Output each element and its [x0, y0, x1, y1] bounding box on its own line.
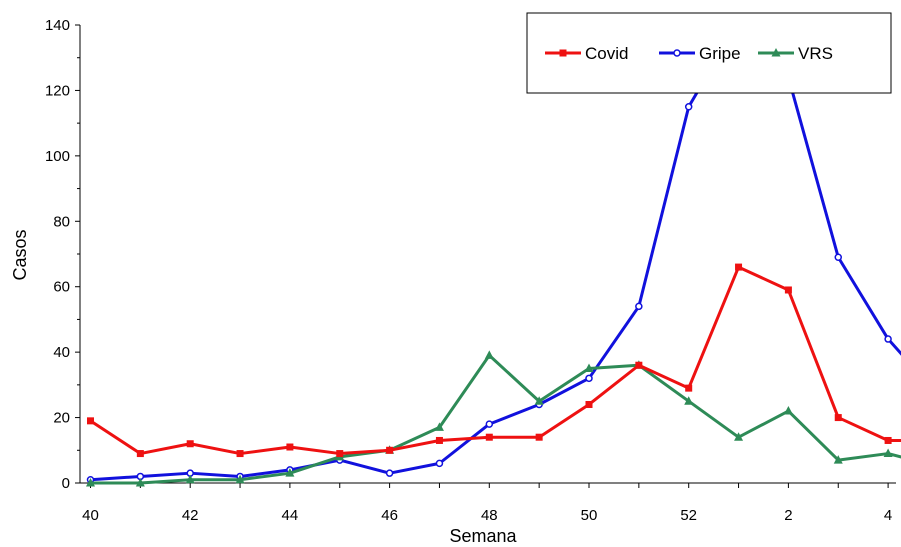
x-tick-label: 42 [182, 507, 199, 524]
data-point-gripe [684, 103, 693, 111]
series-covid [87, 263, 901, 458]
legend-marker-vrs [771, 48, 781, 57]
data-point-covid [386, 446, 394, 454]
axes [79, 25, 896, 484]
data-point-covid [735, 263, 743, 271]
series-line-vrs [90, 353, 901, 485]
x-axis-title: Semana [449, 526, 517, 546]
data-point-vrs [86, 478, 95, 487]
data-point-covid [585, 400, 593, 408]
data-point-vrs [783, 406, 793, 415]
y-tick-label: 60 [53, 279, 70, 296]
data-point-vrs [684, 396, 694, 405]
data-point-covid [336, 450, 344, 458]
x-tick-label: 4 [884, 507, 892, 524]
data-point-vrs [734, 432, 744, 441]
data-point-vrs [135, 478, 145, 487]
data-point-vrs [285, 468, 295, 477]
y-tick-label: 0 [62, 475, 70, 492]
data-point-vrs [833, 455, 843, 464]
x-tick-label: 2 [784, 507, 792, 524]
x-tick-label: 40 [82, 507, 99, 524]
x-tick-label: 48 [481, 507, 498, 524]
y-axis-title: Casos [10, 229, 30, 280]
legend-item-covid: Covid [545, 44, 628, 63]
legend-item-gripe: Gripe [659, 44, 741, 63]
data-point-gripe [834, 253, 842, 262]
x-tick-label: 52 [680, 507, 697, 524]
y-tick-label: 80 [53, 213, 70, 230]
data-point-gripe [585, 374, 593, 383]
data-point-covid [186, 440, 194, 448]
data-point-gripe [435, 459, 444, 468]
x-tick-label: 46 [381, 507, 398, 524]
data-point-covid [236, 450, 244, 458]
y-tick-label: 100 [45, 148, 70, 165]
data-point-covid [87, 417, 94, 425]
series-vrs [86, 350, 901, 487]
y-tick-label: 140 [45, 17, 70, 34]
x-tick-label: 44 [282, 507, 299, 524]
legend-label-covid: Covid [585, 44, 628, 63]
data-point-covid [635, 361, 643, 369]
data-point-covid [435, 436, 443, 444]
data-point-vrs [484, 350, 494, 359]
data-point-covid [485, 433, 493, 441]
series-line-covid [89, 265, 901, 456]
data-point-vrs [534, 396, 544, 405]
legend-label-vrs: VRS [798, 44, 833, 63]
y-tick-label: 40 [53, 344, 70, 361]
data-point-vrs [434, 422, 444, 431]
legend-marker-covid [559, 49, 567, 57]
data-point-gripe [635, 302, 643, 311]
data-point-gripe [884, 335, 892, 343]
legend-marker-gripe [673, 49, 681, 57]
data-point-vrs [584, 363, 594, 372]
x-tick-label: 50 [581, 507, 598, 524]
legend: Covid Gripe VRS [526, 12, 892, 94]
y-tick-label: 20 [53, 410, 70, 427]
data-point-gripe [385, 469, 394, 477]
data-point-covid [784, 286, 792, 294]
legend-box [526, 12, 892, 94]
y-axis-ticks: 0 20 40 60 80 100 120 140 [45, 17, 80, 492]
legend-item-vrs: VRS [758, 44, 833, 63]
y-tick-label: 120 [45, 82, 70, 99]
x-axis-ticks: 404244464850522468101214161820 [82, 483, 892, 524]
data-point-covid [834, 414, 842, 422]
data-point-covid [884, 436, 892, 444]
data-point-vrs [883, 448, 893, 458]
data-point-covid [286, 443, 294, 451]
data-point-covid [685, 384, 693, 392]
legend-label-gripe: Gripe [699, 44, 741, 63]
data-point-vrs [185, 474, 195, 484]
data-point-gripe [485, 420, 494, 428]
data-point-vrs [235, 474, 245, 484]
data-point-covid [535, 433, 543, 441]
data-point-covid [136, 450, 144, 458]
